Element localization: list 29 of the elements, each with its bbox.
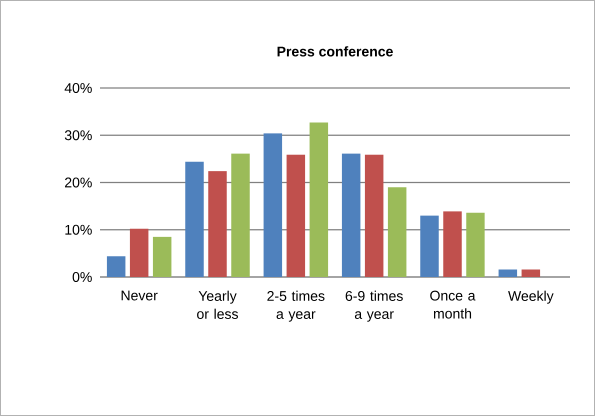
y-tick-label: 40% xyxy=(64,83,92,93)
bar xyxy=(364,154,384,277)
bar xyxy=(264,133,282,277)
bar xyxy=(106,256,126,277)
bar xyxy=(208,171,227,277)
bar xyxy=(466,212,485,277)
bar xyxy=(522,269,540,277)
bar xyxy=(152,236,172,277)
bar xyxy=(443,211,462,277)
bar xyxy=(286,154,306,277)
y-tick-label: 10% xyxy=(65,224,92,235)
y-tick-label: 20% xyxy=(65,178,92,188)
chart-title: Press conference xyxy=(278,46,393,56)
x-tick-label: Yearly or less xyxy=(197,290,238,319)
bar xyxy=(310,122,328,277)
x-tick-label: 2-5 times a year xyxy=(267,290,324,322)
bar xyxy=(342,154,360,277)
x-tick-label: 6-9 times a year xyxy=(346,290,403,322)
bar xyxy=(498,269,518,277)
bar xyxy=(185,162,204,277)
y-tick-label: 0% xyxy=(72,272,92,282)
bar xyxy=(130,228,148,277)
bar xyxy=(388,187,406,277)
x-tick-label: Weekly xyxy=(508,290,554,304)
bar xyxy=(420,216,439,277)
bar xyxy=(231,154,250,277)
y-tick-label: 30% xyxy=(64,130,92,140)
x-tick-label: Once a month xyxy=(430,290,476,319)
x-tick-label: Never xyxy=(122,290,158,300)
